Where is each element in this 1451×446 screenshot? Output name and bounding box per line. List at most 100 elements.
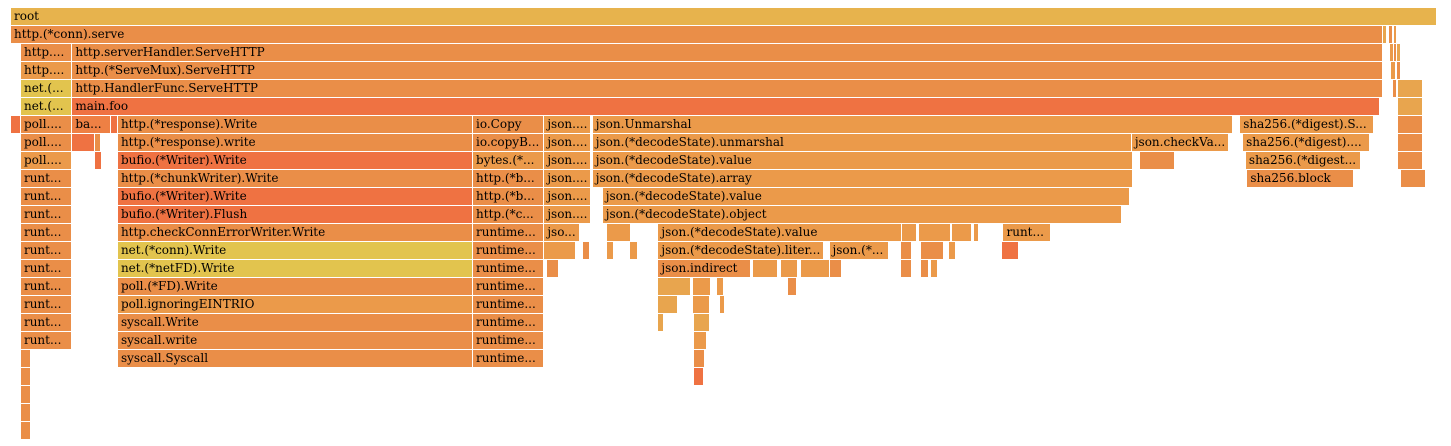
flame-frame[interactable]: json.Unmarshal	[592, 116, 1234, 133]
flame-frame[interactable]: http.(*response).write	[117, 134, 473, 151]
flame-frame[interactable]	[1389, 44, 1395, 61]
flame-frame[interactable]: json.(*decodeState).array	[592, 170, 1134, 187]
flame-frame[interactable]: ba...	[72, 116, 111, 133]
flame-frame[interactable]	[692, 296, 710, 313]
flame-frame[interactable]: syscall.write	[117, 332, 473, 349]
flame-frame[interactable]: poll....	[20, 134, 73, 151]
flame-frame[interactable]: poll.ignoringEINTRIO	[117, 296, 473, 313]
flame-frame[interactable]: http.(*chunkWriter).Write	[117, 170, 473, 187]
flame-frame[interactable]: bufio.(*Writer).Write	[117, 152, 473, 169]
flame-frame[interactable]: json.(*decodeState).liter...	[658, 242, 824, 259]
flame-frame[interactable]: http.(*c...	[473, 206, 545, 223]
flame-frame[interactable]: syscall.Write	[117, 314, 473, 331]
flame-frame[interactable]: main.foo	[72, 98, 1380, 115]
flame-frame[interactable]	[900, 260, 913, 277]
flame-frame[interactable]: runt...	[20, 188, 73, 205]
flame-frame[interactable]: json.checkVa...	[1131, 134, 1229, 151]
flame-frame[interactable]	[20, 368, 31, 385]
flame-frame[interactable]	[629, 242, 639, 259]
flame-frame[interactable]: sha256.(*digest)....	[1243, 134, 1370, 151]
flame-frame[interactable]	[829, 260, 843, 277]
flame-frame[interactable]: sha256.(*digest...	[1245, 152, 1362, 169]
flame-frame[interactable]: json.(*decodeState).value	[658, 224, 903, 241]
flame-frame[interactable]	[694, 314, 710, 331]
flame-frame[interactable]	[1397, 62, 1402, 79]
flame-frame[interactable]	[781, 260, 799, 277]
flame-frame[interactable]	[11, 116, 21, 133]
flame-frame[interactable]: http....	[20, 62, 73, 79]
flame-frame[interactable]: net.(*netFD).Write	[117, 260, 473, 277]
flame-frame[interactable]	[1398, 152, 1423, 169]
flame-frame[interactable]	[658, 314, 665, 331]
flame-frame[interactable]	[607, 224, 632, 241]
flame-frame[interactable]: json.(*decodeState).unmarshal	[592, 134, 1132, 151]
flame-frame[interactable]: runtime...	[473, 260, 545, 277]
flame-frame[interactable]	[930, 260, 938, 277]
flame-frame[interactable]	[1388, 26, 1393, 43]
flame-frame[interactable]	[20, 350, 31, 367]
flame-frame[interactable]: http.(*ServeMux).ServeHTTP	[72, 62, 1383, 79]
flame-frame[interactable]	[547, 260, 559, 277]
flame-frame[interactable]	[1391, 62, 1396, 79]
flame-frame[interactable]: sha256.block	[1247, 170, 1355, 187]
flame-frame[interactable]	[1398, 134, 1423, 151]
flame-frame[interactable]	[694, 350, 706, 367]
flame-frame[interactable]: runt...	[20, 242, 73, 259]
flame-frame[interactable]	[1401, 170, 1426, 187]
flame-frame[interactable]: syscall.Syscall	[117, 350, 473, 367]
flame-frame[interactable]: runt...	[20, 314, 73, 331]
flame-frame[interactable]	[1394, 26, 1398, 43]
flame-frame[interactable]: json....	[544, 188, 592, 205]
flame-frame[interactable]: http....	[20, 44, 73, 61]
flame-frame[interactable]	[582, 242, 590, 259]
flame-frame[interactable]: bufio.(*Writer).Write	[117, 188, 473, 205]
flame-frame[interactable]: runtime...	[473, 350, 545, 367]
flame-frame[interactable]: poll....	[20, 116, 73, 133]
flame-frame[interactable]: net.(...	[20, 98, 73, 115]
flame-frame[interactable]: http.HandlerFunc.ServeHTTP	[72, 80, 1383, 97]
flame-frame[interactable]: runt...	[20, 206, 73, 223]
flame-frame[interactable]	[20, 422, 31, 439]
flame-frame[interactable]: json.indirect	[658, 260, 752, 277]
flame-frame[interactable]: http.serverHandler.ServeHTTP	[72, 44, 1383, 61]
flame-frame[interactable]: http.(*b...	[473, 188, 545, 205]
flame-frame[interactable]: poll....	[20, 152, 73, 169]
flame-frame[interactable]: http.checkConnErrorWriter.Write	[117, 224, 473, 241]
flame-frame[interactable]: runt...	[20, 260, 73, 277]
flame-frame[interactable]: json....	[544, 170, 592, 187]
flame-frame[interactable]	[1392, 80, 1398, 97]
flame-frame[interactable]	[920, 242, 944, 259]
flame-frame[interactable]: http.(*response).Write	[117, 116, 473, 133]
flame-frame[interactable]	[902, 224, 917, 241]
flame-frame[interactable]: json....	[544, 206, 592, 223]
flame-frame[interactable]	[716, 278, 724, 295]
flame-frame[interactable]	[1382, 26, 1388, 43]
flame-frame[interactable]: jso...	[544, 224, 580, 241]
flame-frame[interactable]: io.copyB...	[473, 134, 545, 151]
flame-frame[interactable]	[1398, 98, 1423, 115]
flame-frame[interactable]: runtime...	[473, 242, 545, 259]
flame-frame[interactable]	[788, 278, 797, 295]
flame-frame[interactable]	[544, 242, 576, 259]
flame-frame[interactable]: json.(*decodeState).value	[592, 152, 1134, 169]
flame-frame[interactable]: runtime...	[473, 278, 545, 295]
flame-frame[interactable]	[72, 134, 96, 151]
flame-frame[interactable]	[900, 242, 913, 259]
flame-frame[interactable]: runt...	[1003, 224, 1051, 241]
flame-frame[interactable]	[95, 134, 101, 151]
flame-frame[interactable]: runt...	[20, 224, 73, 241]
flame-frame[interactable]: runt...	[20, 278, 73, 295]
flame-frame[interactable]: http.(*b...	[473, 170, 545, 187]
flame-frame[interactable]	[752, 260, 779, 277]
flame-frame[interactable]	[658, 278, 692, 295]
flame-frame[interactable]	[1002, 242, 1020, 259]
flame-frame[interactable]: runtime...	[473, 296, 545, 313]
flame-frame[interactable]	[1394, 44, 1398, 61]
flame-frame[interactable]: runt...	[20, 332, 73, 349]
flame-frame[interactable]: bufio.(*Writer).Flush	[117, 206, 473, 223]
flame-frame[interactable]	[1398, 80, 1423, 97]
flame-frame[interactable]	[1397, 44, 1402, 61]
flame-frame[interactable]: io.Copy	[473, 116, 545, 133]
flame-frame[interactable]	[1140, 152, 1175, 169]
flame-frame[interactable]	[658, 296, 679, 313]
